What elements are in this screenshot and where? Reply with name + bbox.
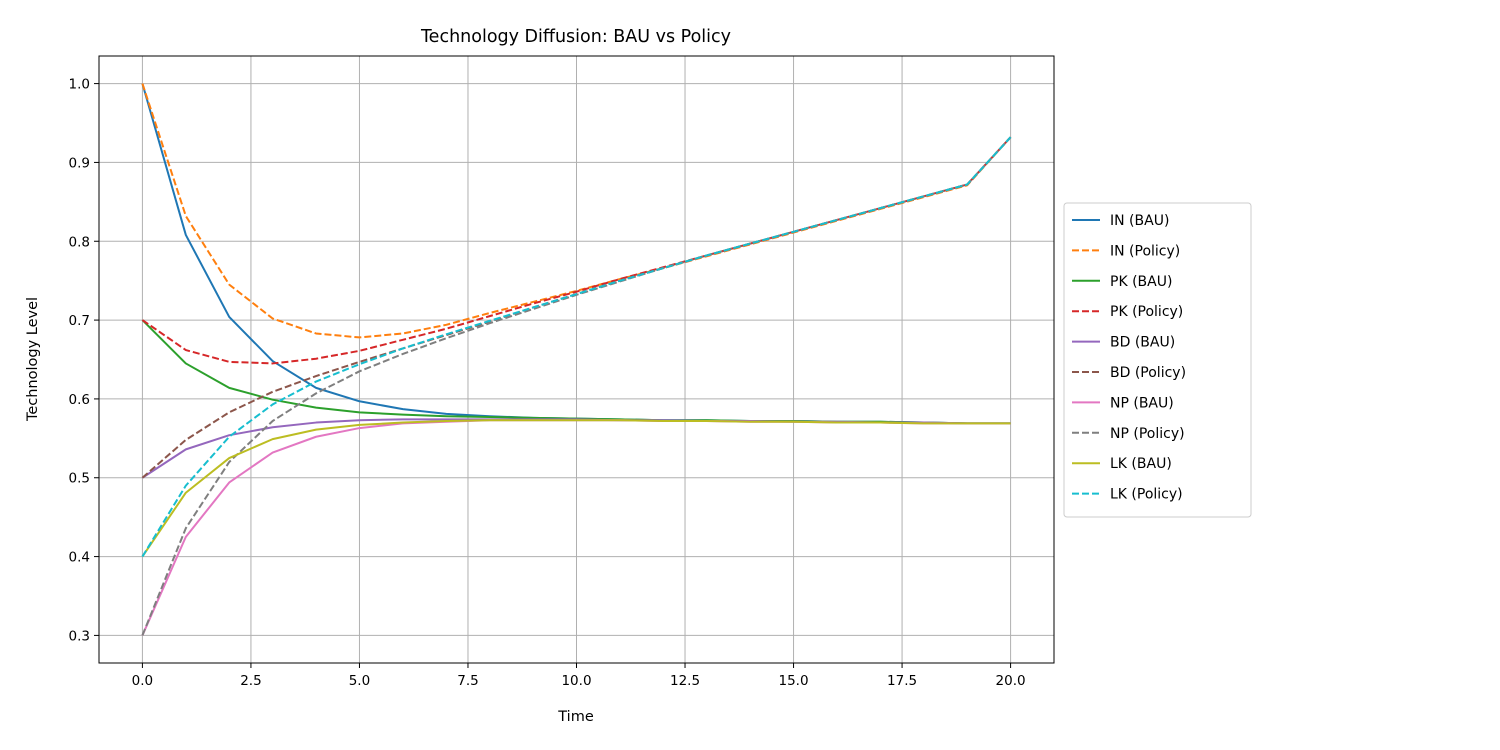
series-line-lk-bau [141,419,1011,558]
legend-label: BD (Policy) [1110,365,1186,381]
x-tick-label: 5.0 [349,673,370,689]
x-tick-label: 0.0 [132,673,153,689]
x-tick-label: 10.0 [561,673,591,689]
y-tick-label: 0.9 [69,155,90,171]
y-tick-label: 1.0 [69,77,90,93]
legend-label: IN (Policy) [1110,243,1180,259]
y-tick-label: 0.3 [69,628,90,644]
x-tick-label: 2.5 [240,673,261,689]
y-tick-label: 0.4 [69,550,90,566]
legend-label: PK (Policy) [1110,304,1183,320]
x-tick-label: 7.5 [457,673,478,689]
legend-box [1063,202,1252,518]
chart-title: Technology Diffusion: BAU vs Policy [420,27,731,47]
x-axis-label: Time [557,709,594,725]
series-line-in-policy [141,83,1012,339]
legend-label: BD (BAU) [1110,335,1175,351]
x-tick-label: 12.5 [670,673,700,689]
x-tick-label: 17.5 [887,673,917,689]
legend-label: NP (BAU) [1110,395,1174,411]
legend: IN (BAU) IN (Policy) PK (BAU) PK (Policy) BD… [1063,202,1252,518]
x-tick-label: 20.0 [996,673,1026,689]
legend-label: LK (BAU) [1110,456,1172,472]
x-tick-label: 15.0 [779,673,809,689]
y-tick-label: 0.5 [69,471,90,487]
legend-label: NP (Policy) [1110,426,1185,442]
legend-label: IN (BAU) [1110,213,1169,229]
grid-lines [99,56,1054,663]
series-line-lk-policy [141,136,1012,558]
y-tick-label: 0.8 [69,234,90,250]
legend-label: PK (BAU) [1110,274,1172,290]
y-tick-label: 0.6 [69,392,90,408]
y-tick-label: 0.7 [69,313,90,329]
x-axis: 0.0 2.5 5.0 7.5 10.0 12.5 15.0 17.5 20.0 [132,663,1026,689]
legend-label: LK (Policy) [1110,487,1183,503]
series-lines [141,83,1012,636]
y-axis: 0.3 0.4 0.5 0.6 0.7 0.8 0.9 1.0 [69,77,99,644]
y-axis-label: Technology Level [25,297,41,422]
